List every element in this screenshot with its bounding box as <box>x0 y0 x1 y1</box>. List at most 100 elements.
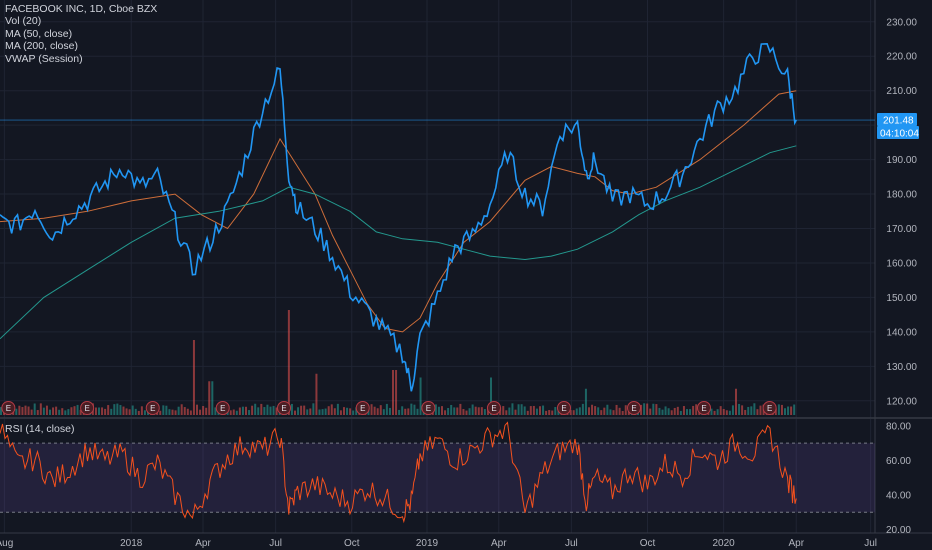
volume-bar <box>453 407 456 415</box>
time-tick-label: Apr <box>491 538 507 549</box>
volume-bar <box>655 404 658 415</box>
volume-bar <box>39 403 42 415</box>
volume-bar <box>673 407 676 415</box>
volume-bar <box>584 388 587 415</box>
volume-bar <box>306 409 309 415</box>
volume-bar <box>716 409 719 415</box>
volume-bar <box>143 410 146 415</box>
volume-bar <box>33 403 36 415</box>
volume-bar <box>177 406 180 415</box>
volume-bar <box>42 407 45 415</box>
volume-bar <box>183 407 186 415</box>
volume-bar <box>21 407 24 415</box>
volume-bar <box>254 403 257 415</box>
volume-bar <box>410 403 413 415</box>
volume-bar <box>508 407 511 415</box>
volume-bar <box>67 409 70 415</box>
volume-bar <box>232 409 235 415</box>
time-tick-label: 2018 <box>120 538 143 549</box>
volume-bar <box>260 403 263 415</box>
volume-bar <box>398 409 401 415</box>
volume-bar <box>352 410 355 415</box>
volume-bar <box>263 407 266 415</box>
volume-bar <box>79 409 82 415</box>
earnings-marker <box>145 401 160 415</box>
volume-bar <box>49 409 51 415</box>
volume-bar <box>447 407 450 415</box>
countdown-tag <box>877 126 919 140</box>
rsi-tick-label: 40.00 <box>886 491 911 502</box>
rsi-label[interactable]: RSI (14, close) <box>5 423 75 435</box>
legend-volume[interactable]: Vol (20) <box>5 15 42 28</box>
earnings-marker <box>762 401 777 415</box>
volume-bar <box>731 405 734 415</box>
volume-bar <box>159 410 162 415</box>
volume-bar <box>30 409 33 415</box>
volume-bar <box>303 405 306 415</box>
volume-bar <box>199 409 202 415</box>
volume-bar <box>318 409 321 415</box>
volume-bar <box>290 403 293 415</box>
volume-bar <box>514 409 517 415</box>
symbol-title[interactable]: FACEBOOK INC, 1D, Cboe BZX <box>5 3 158 15</box>
volume-bar <box>287 310 290 415</box>
volume-bar <box>104 408 107 415</box>
volume-bar <box>649 408 652 415</box>
volume-bar <box>444 410 447 415</box>
earnings-marker <box>277 401 291 415</box>
time-tick-label: Oct <box>344 538 360 549</box>
earnings-label: E <box>281 404 286 413</box>
volume-bar <box>774 408 777 415</box>
volume-bar <box>58 409 61 415</box>
volume-bar <box>131 405 134 415</box>
legend-vwap[interactable]: VWAP (Session) <box>5 52 83 65</box>
time-tick-label: Apr <box>195 538 211 549</box>
earnings-label: E <box>561 404 566 413</box>
earnings-label: E <box>84 404 89 413</box>
volume-bar <box>459 403 462 415</box>
volume-bar <box>321 409 324 415</box>
volume-bar <box>73 406 76 415</box>
volume-bar <box>376 408 379 415</box>
volume-bar <box>483 409 486 415</box>
volume-bar <box>94 407 97 415</box>
volume-bar <box>728 410 731 415</box>
volume-bar <box>713 410 716 415</box>
volume-bar <box>61 408 64 415</box>
volume-bar <box>98 407 100 415</box>
volume-bar <box>664 406 667 415</box>
volume-bar <box>327 406 330 415</box>
volume-bar <box>113 404 116 415</box>
volume-bar <box>346 407 349 415</box>
volume-bar <box>502 406 505 415</box>
volume-bar <box>294 410 296 415</box>
legend-ma50[interactable]: MA (50, close) <box>5 27 73 40</box>
volume-bar <box>725 410 728 415</box>
volume-bar <box>719 406 722 415</box>
volume-bar <box>119 405 122 415</box>
volume-bar <box>205 407 208 415</box>
legend-ma200[interactable]: MA (200, close) <box>5 40 78 53</box>
volume-bar <box>0 407 2 415</box>
volume-bar <box>275 407 278 415</box>
earnings-marker <box>355 401 370 415</box>
price-tick-label: 230.00 <box>886 17 917 28</box>
volume-bar <box>450 404 453 415</box>
earnings-label: E <box>491 404 496 413</box>
volume-bar <box>110 408 113 415</box>
earnings-marker <box>627 401 641 415</box>
volume-bar <box>192 340 195 415</box>
volume-bar <box>692 405 695 415</box>
earnings-label: E <box>220 404 225 413</box>
volume-bar <box>15 408 18 415</box>
volume-bar <box>658 407 661 415</box>
volume-bar <box>759 405 762 415</box>
volume-bar <box>101 407 104 415</box>
earnings-label: E <box>701 404 706 413</box>
rsi-tick-label: 80.00 <box>886 421 911 432</box>
volume-bar <box>401 406 404 415</box>
volume-bar <box>468 408 471 415</box>
volume-bar <box>407 408 410 415</box>
price-tick-label: 120.00 <box>886 396 917 407</box>
